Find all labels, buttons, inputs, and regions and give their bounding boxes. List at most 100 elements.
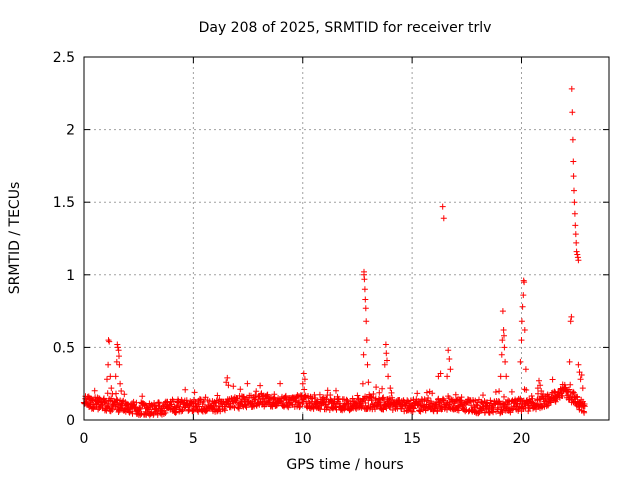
data-point (312, 395, 319, 401)
data-point (568, 313, 575, 320)
data-point (112, 373, 119, 380)
data-point (384, 357, 390, 364)
data-point (517, 358, 524, 365)
data-point (567, 318, 574, 325)
data-point (478, 398, 485, 405)
data-point (373, 384, 380, 391)
data-point (362, 400, 369, 406)
data-point (501, 332, 507, 339)
grid-lines (84, 57, 609, 420)
data-point (425, 395, 432, 401)
data-point (248, 392, 254, 399)
data-point (316, 391, 323, 398)
data-point (361, 286, 368, 293)
data-point (499, 337, 506, 344)
data-point (230, 383, 237, 390)
data-point (370, 391, 377, 397)
data-point (124, 400, 130, 407)
data-point (575, 361, 582, 368)
data-point (581, 403, 588, 410)
data-point (116, 361, 123, 368)
data-point (446, 404, 453, 411)
data-point (521, 279, 528, 286)
data-point (572, 222, 579, 229)
data-point (575, 257, 582, 264)
data-point (354, 392, 361, 399)
data-point (224, 374, 231, 381)
data-point (89, 405, 96, 411)
data-point (269, 403, 276, 410)
x-tick-label: 15 (403, 431, 421, 447)
data-point (311, 391, 318, 398)
data-point (499, 308, 506, 315)
data-point (237, 386, 244, 393)
data-point (327, 397, 334, 404)
data-point (570, 158, 577, 165)
data-point (568, 85, 575, 92)
data-point (437, 370, 444, 377)
data-point (429, 390, 436, 397)
data-point (107, 373, 114, 380)
data-point (116, 353, 122, 360)
data-point (368, 394, 375, 401)
data-point (478, 407, 485, 414)
data-point (139, 393, 146, 400)
data-point (480, 392, 486, 399)
data-point (108, 385, 115, 392)
data-point (113, 396, 120, 403)
data-point (571, 199, 578, 206)
data-point (375, 396, 382, 402)
data-point (117, 380, 124, 387)
data-point (277, 380, 284, 387)
data-point (104, 376, 110, 383)
data-point (573, 239, 580, 246)
data-point (301, 386, 308, 393)
data-point (363, 318, 370, 325)
data-point (104, 390, 111, 397)
data-point (523, 387, 530, 393)
data-point (581, 409, 588, 416)
data-point (499, 408, 506, 415)
data-point (519, 303, 526, 310)
data-point (572, 231, 579, 238)
data-point (452, 391, 459, 398)
data-point (537, 382, 544, 389)
data-point (536, 377, 542, 384)
data-point (475, 410, 482, 417)
x-tick-label: 20 (513, 431, 531, 447)
y-tick-label: 1 (66, 268, 75, 284)
data-point (571, 187, 577, 194)
data-point (551, 388, 558, 395)
data-point (521, 327, 528, 333)
data-point (137, 405, 144, 412)
data-point (578, 372, 585, 378)
x-tick-label: 10 (294, 431, 312, 447)
data-point (364, 361, 371, 368)
data-point (545, 402, 552, 409)
x-tick-label: 0 (80, 431, 89, 447)
data-point (382, 341, 389, 348)
data-point (520, 292, 527, 299)
data-point (567, 381, 574, 388)
data-point (376, 389, 383, 396)
data-point (105, 361, 112, 368)
data-point (571, 210, 578, 217)
data-point (569, 136, 576, 143)
data-point (446, 356, 453, 362)
data-point (349, 395, 356, 402)
data-point (574, 251, 581, 258)
data-point (282, 392, 289, 399)
data-point (381, 361, 388, 368)
data-point (113, 358, 120, 365)
data-point (363, 337, 370, 344)
y-tick-label: 1.5 (53, 195, 75, 211)
data-point (105, 337, 112, 344)
y-tick-label: 0 (66, 413, 75, 429)
y-axis-label: SRMTID / TECUs (7, 182, 23, 295)
data-point (414, 390, 421, 397)
data-point (518, 337, 525, 344)
data-point (365, 379, 372, 386)
data-point (225, 382, 232, 389)
data-point (168, 401, 175, 408)
data-point (569, 109, 576, 116)
